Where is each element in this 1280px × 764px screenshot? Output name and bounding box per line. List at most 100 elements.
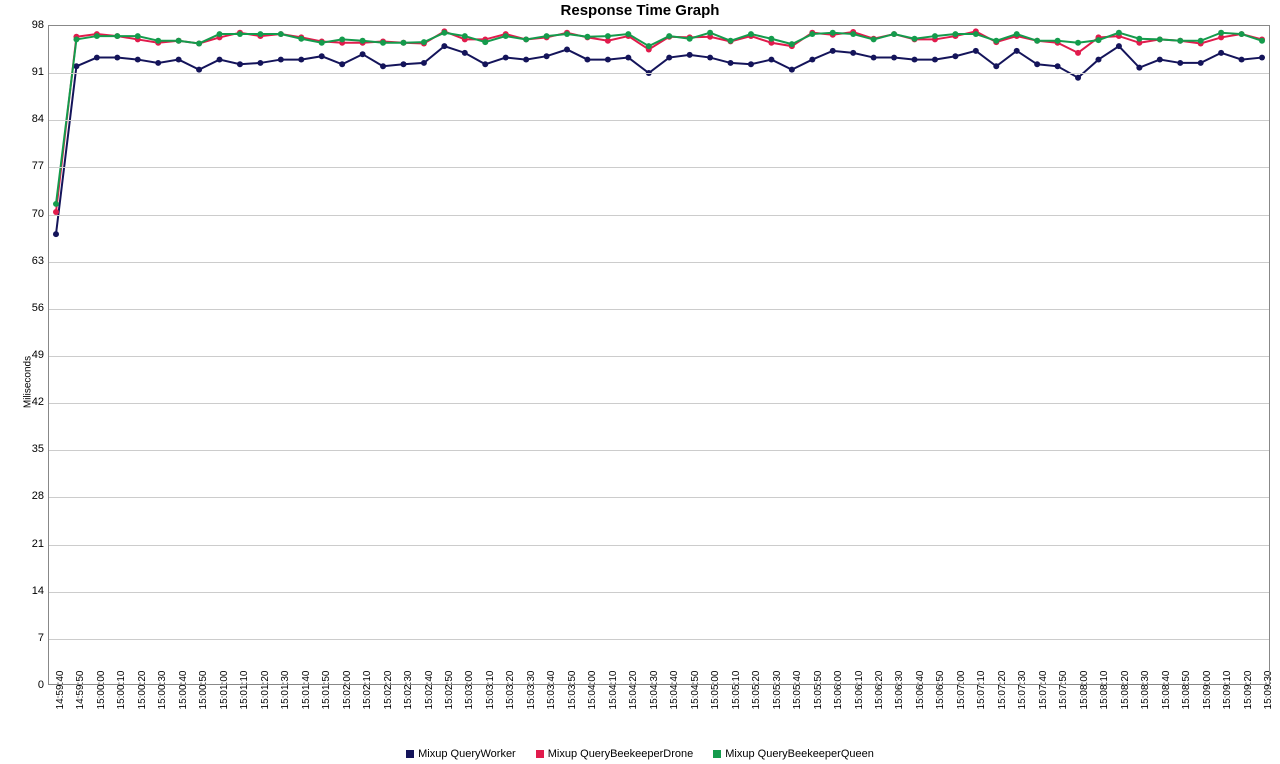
- series-marker: [339, 61, 345, 67]
- gridline: [49, 592, 1269, 593]
- chart-container: Response Time Graph Miliseconds 07142128…: [0, 0, 1280, 764]
- y-tick: 35: [4, 443, 44, 455]
- series-marker: [830, 30, 836, 36]
- series-marker: [871, 36, 877, 42]
- gridline: [49, 639, 1269, 640]
- gridline: [49, 262, 1269, 263]
- series-marker: [94, 55, 100, 61]
- series-marker: [1157, 36, 1163, 42]
- y-tick: 7: [4, 632, 44, 644]
- series-marker: [544, 33, 550, 39]
- legend-item: Mixup QueryWorker: [406, 748, 516, 760]
- gridline: [49, 545, 1269, 546]
- series-marker: [257, 31, 263, 37]
- series-marker: [973, 48, 979, 54]
- series-line: [56, 46, 1262, 234]
- series-marker: [932, 33, 938, 39]
- series-marker: [1259, 38, 1265, 44]
- series-marker: [891, 31, 897, 37]
- series-marker: [1177, 60, 1183, 66]
- series-marker: [462, 33, 468, 39]
- legend-marker: [536, 750, 544, 758]
- series-marker: [176, 57, 182, 63]
- gridline: [49, 497, 1269, 498]
- series-marker: [687, 36, 693, 42]
- series-marker: [584, 34, 590, 40]
- series-marker: [707, 55, 713, 61]
- series-marker: [687, 52, 693, 58]
- series-marker: [1055, 38, 1061, 44]
- y-tick: 42: [4, 396, 44, 408]
- series-marker: [952, 31, 958, 37]
- series-marker: [155, 60, 161, 66]
- series-marker: [728, 60, 734, 66]
- series-marker: [155, 38, 161, 44]
- series-marker: [1136, 36, 1142, 42]
- series-marker: [646, 43, 652, 49]
- series-marker: [237, 61, 243, 67]
- series-marker: [319, 53, 325, 59]
- legend-marker: [406, 750, 414, 758]
- series-marker: [850, 31, 856, 37]
- series-marker: [952, 53, 958, 59]
- y-tick: 63: [4, 255, 44, 267]
- series-marker: [1157, 57, 1163, 63]
- series-marker: [421, 60, 427, 66]
- series-marker: [1218, 30, 1224, 36]
- series-marker: [728, 38, 734, 44]
- series-marker: [993, 63, 999, 69]
- series-marker: [1014, 48, 1020, 54]
- y-tick: 49: [4, 349, 44, 361]
- gridline: [49, 450, 1269, 451]
- series-marker: [360, 51, 366, 57]
- series-marker: [1075, 75, 1081, 81]
- series-marker: [523, 57, 529, 63]
- series-marker: [257, 60, 263, 66]
- series-marker: [1034, 61, 1040, 67]
- series-marker: [217, 57, 223, 63]
- plot-area: [48, 25, 1270, 685]
- series-marker: [400, 61, 406, 67]
- gridline: [49, 167, 1269, 168]
- series-marker: [891, 55, 897, 61]
- series-marker: [584, 57, 590, 63]
- series-marker: [1034, 38, 1040, 44]
- y-tick: 98: [4, 19, 44, 31]
- series-marker: [441, 43, 447, 49]
- series-marker: [809, 31, 815, 37]
- series-marker: [768, 57, 774, 63]
- series-marker: [53, 231, 59, 237]
- series-marker: [605, 33, 611, 39]
- series-marker: [360, 38, 366, 44]
- series-marker: [871, 55, 877, 61]
- series-marker: [462, 50, 468, 56]
- series-marker: [278, 57, 284, 63]
- series-marker: [319, 40, 325, 46]
- series-marker: [421, 39, 427, 45]
- legend-item: Mixup QueryBeekeeperQueen: [713, 748, 874, 760]
- series-marker: [1198, 38, 1204, 44]
- legend-label: Mixup QueryBeekeeperDrone: [548, 748, 694, 760]
- series-marker: [1055, 63, 1061, 69]
- series-marker: [666, 55, 672, 61]
- gridline: [49, 120, 1269, 121]
- series-marker: [503, 55, 509, 61]
- series-marker: [1218, 50, 1224, 56]
- chart-title: Response Time Graph: [0, 2, 1280, 19]
- series-marker: [1075, 40, 1081, 46]
- series-marker: [380, 63, 386, 69]
- gridline: [49, 73, 1269, 74]
- y-tick: 84: [4, 113, 44, 125]
- series-marker: [707, 30, 713, 36]
- chart-svg: [49, 26, 1269, 684]
- series-marker: [1095, 37, 1101, 43]
- series-marker: [1116, 43, 1122, 49]
- series-marker: [298, 36, 304, 42]
- series-marker: [482, 61, 488, 67]
- series-marker: [768, 36, 774, 42]
- series-marker: [789, 67, 795, 73]
- series-marker: [564, 47, 570, 53]
- y-tick: 70: [4, 208, 44, 220]
- series-marker: [400, 40, 406, 46]
- series-marker: [973, 31, 979, 37]
